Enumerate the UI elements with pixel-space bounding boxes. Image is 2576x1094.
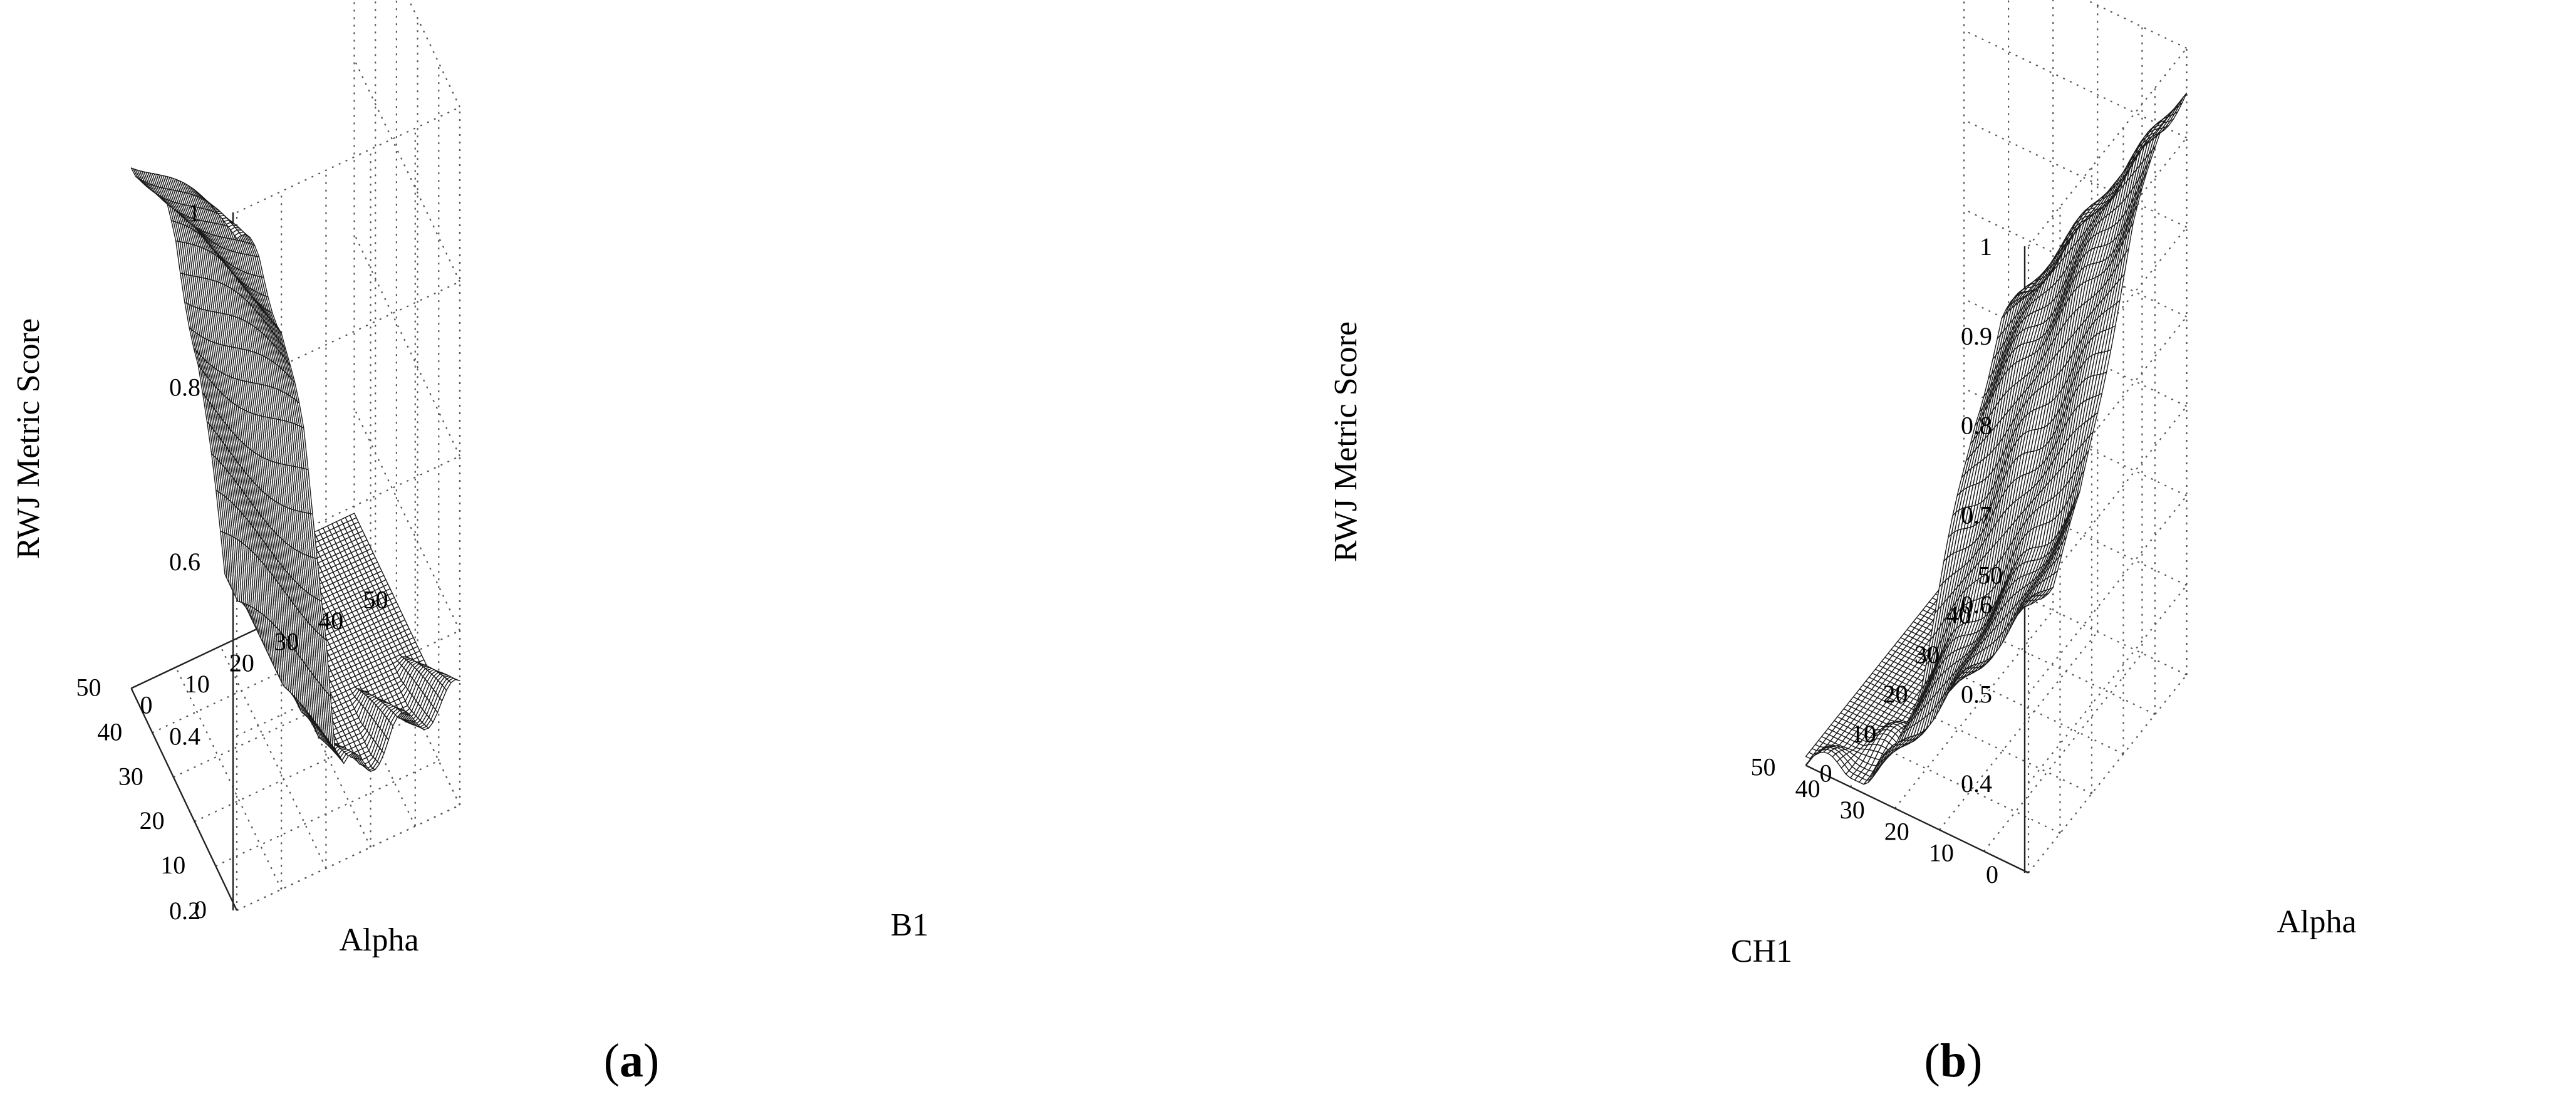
grid-line	[2085, 0, 2187, 49]
grid-line	[408, 0, 460, 108]
grid-line	[1983, 653, 2143, 852]
panel-label-a-letter: a	[620, 1034, 643, 1087]
y-tick-label: 0	[140, 691, 153, 719]
grid-line	[2028, 48, 2188, 247]
x-tick-label: 50	[76, 674, 101, 702]
x-tick-label: 0	[194, 895, 207, 924]
grid-line	[2028, 585, 2188, 784]
grid-line	[353, 59, 460, 282]
surface-cell	[234, 232, 242, 239]
panel-label-a: (a)	[604, 1034, 660, 1087]
grid-line	[215, 760, 439, 867]
z-axis-label-a: RWJ Metric Score	[11, 318, 46, 559]
y-axis-label-a: B1	[891, 907, 929, 943]
x-tick-label: 40	[97, 717, 122, 746]
grid-line	[236, 805, 460, 911]
x-axis-label-a: Alpha	[339, 922, 418, 958]
y-tick-label: 20	[229, 649, 254, 677]
grid-line	[2028, 405, 2188, 605]
grid-line	[2028, 137, 2188, 336]
grid-line	[1963, 29, 2187, 138]
z-tick-label: 0.4	[169, 722, 200, 751]
grid-line	[2028, 316, 2188, 516]
grid-line	[2028, 674, 2188, 873]
x-axis-line	[130, 687, 238, 911]
grid-line	[175, 667, 283, 890]
grid-line	[236, 805, 460, 911]
grid-line	[236, 107, 460, 213]
y-tick-label: 10	[185, 670, 210, 698]
surface-mesh-b	[1805, 92, 2188, 785]
y-tick-label: 50	[363, 586, 388, 614]
x-axis-line	[1805, 764, 2029, 874]
panel-label-a-open: (	[604, 1034, 620, 1087]
panel-label-a-close: )	[643, 1034, 659, 1087]
z-tick-label: 0.2	[169, 897, 200, 925]
z-tick-label: 1	[188, 199, 200, 227]
grid-line	[1938, 631, 2099, 831]
grid-line	[2028, 495, 2188, 694]
grid-line	[1894, 610, 2054, 809]
x-tick-label: 10	[160, 851, 185, 879]
z-tick-label: 0.8	[169, 373, 200, 402]
y-tick-label: 30	[274, 628, 299, 656]
z-tick-label: 0.6	[169, 548, 200, 576]
x-tick-label: 20	[140, 806, 165, 835]
grid-line	[2028, 227, 2188, 426]
surface-mesh-a	[130, 167, 460, 772]
x-tick-label: 30	[118, 762, 143, 790]
y-tick-label: 40	[318, 607, 343, 635]
